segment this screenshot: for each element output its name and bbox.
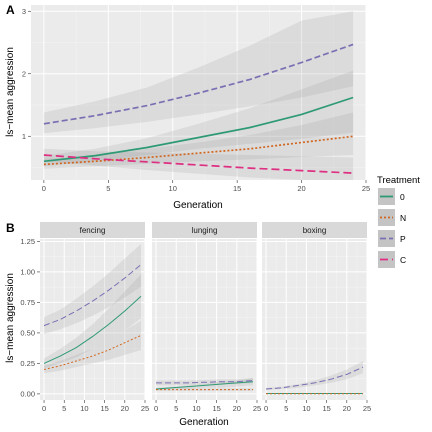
- facet-lunging: lunging 0 5 10 15 20 25: [152, 222, 261, 413]
- legend-entry-P: P: [378, 230, 406, 247]
- x-tick-label: 10: [192, 404, 200, 413]
- x-axis-title: Generation: [179, 417, 228, 428]
- ci-ribbon-C: [43, 148, 354, 180]
- panel-tag-a: A: [6, 3, 15, 17]
- y-tick-label: 0.25: [20, 359, 35, 368]
- panel-a: A 0 5 10 15 20 25 1 2 3 Generation ls−mean aggressi…: [5, 3, 370, 211]
- x-tick-label: 10: [169, 184, 177, 193]
- x-tick-label: 20: [233, 404, 241, 413]
- y-tick-label: 0.00: [20, 390, 35, 399]
- ci-ribbon-0: [44, 274, 141, 369]
- x-tick-label: 5: [62, 404, 66, 413]
- facet-fencing: fencing 0 5 10 15 20 25 0.00 0.25 0.50 0.75 1.00 1.2…: [20, 222, 149, 413]
- x-tick-label: 5: [106, 184, 110, 193]
- x-tick-label: 15: [100, 404, 108, 413]
- y-tick-label: 1: [22, 132, 26, 141]
- series-line-C: [43, 154, 354, 174]
- facet-boxing: boxing 0 5 10 15 20 25: [262, 222, 371, 413]
- x-tick-label: 25: [253, 404, 261, 413]
- panel-background: [152, 239, 257, 400]
- ci-ribbon-N: [43, 112, 354, 169]
- y-tick-label: 1.00: [20, 268, 35, 277]
- y-tick-label: 3: [22, 7, 26, 16]
- ci-ribbon-P: [44, 243, 141, 335]
- legend-label: C: [400, 255, 406, 265]
- ci-ribbon-P: [266, 361, 363, 391]
- x-tick-label: 10: [302, 404, 310, 413]
- x-tick-label: 25: [141, 404, 149, 413]
- x-tick-label: 25: [363, 404, 371, 413]
- x-tick-label: 5: [284, 404, 288, 413]
- facet-strip-label: boxing: [303, 226, 327, 235]
- panel-background: [40, 239, 145, 400]
- legend-key: [378, 230, 395, 247]
- series-line-0: [155, 381, 254, 390]
- legend: Treatment 0 N P C: [377, 175, 420, 268]
- x-tick-label: 15: [212, 404, 220, 413]
- x-tick-label: 20: [343, 404, 351, 413]
- series-line-P: [156, 380, 254, 384]
- legend-entry-C: C: [378, 251, 406, 268]
- x-tick-label: 25: [362, 184, 370, 193]
- x-tick-label: 15: [233, 184, 241, 193]
- y-tick-label: 0.75: [20, 298, 35, 307]
- ci-ribbon-P: [43, 11, 354, 134]
- x-axis-title: Generation: [173, 200, 222, 211]
- y-tick-label: 1.25: [20, 237, 35, 246]
- y-tick-label: 0.50: [20, 329, 35, 338]
- x-tick-label: 0: [42, 404, 46, 413]
- series-line-0: [43, 96, 354, 163]
- legend-entry-0: 0: [378, 188, 405, 205]
- x-tick-label: 0: [154, 404, 158, 413]
- x-tick-label: 20: [297, 184, 305, 193]
- x-tick-label: 0: [264, 404, 268, 413]
- series-line-0: [43, 295, 142, 364]
- y-tick-label: 2: [22, 69, 26, 78]
- series-line-N: [43, 334, 142, 370]
- facet-strip-label: lunging: [192, 226, 218, 235]
- ci-ribbon-N: [44, 320, 141, 374]
- facet-strip: [152, 222, 257, 238]
- legend-key: [378, 209, 395, 226]
- series-line-P: [265, 366, 364, 390]
- x-tick-label: 10: [80, 404, 88, 413]
- x-tick-label: 5: [174, 404, 178, 413]
- y-axis-title: ls−mean aggression: [5, 273, 16, 363]
- x-tick-label: 15: [322, 404, 330, 413]
- facet-strip-label: fencing: [80, 226, 106, 235]
- facet-strip: [40, 222, 145, 238]
- legend-entry-N: N: [378, 209, 406, 226]
- legend-label: N: [400, 213, 406, 223]
- panel-tag-b: B: [6, 221, 15, 235]
- legend-title: Treatment: [377, 175, 420, 186]
- y-axis-title: ls−mean aggression: [5, 47, 16, 137]
- x-tick-label: 0: [42, 184, 46, 193]
- series-line-P: [43, 264, 142, 327]
- legend-label: 0: [400, 192, 405, 202]
- legend-label: P: [400, 234, 406, 244]
- facet-strip: [262, 222, 367, 238]
- x-tick-label: 20: [121, 404, 129, 413]
- series-line-P: [43, 43, 354, 125]
